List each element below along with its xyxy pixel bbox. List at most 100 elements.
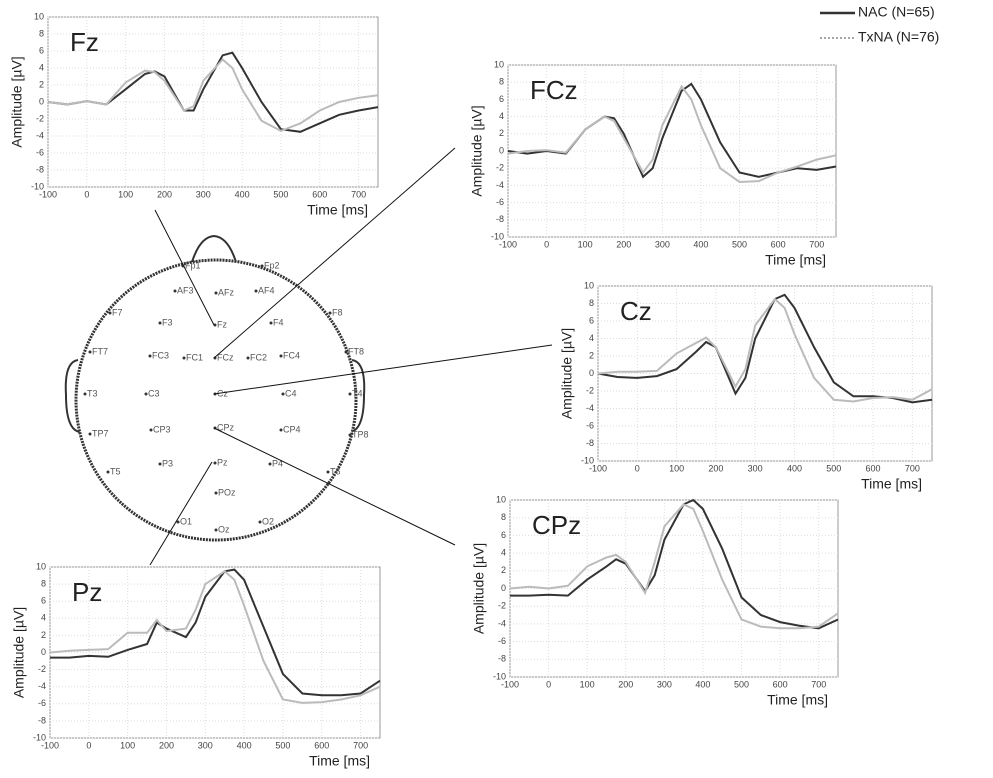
electrode-label: FT8: [348, 346, 364, 356]
y-tick-label: -2: [498, 601, 506, 611]
electrode-dot: [213, 461, 217, 465]
electrode-dot: [182, 356, 186, 360]
series-line: [47, 58, 379, 132]
electrode-label: Cz: [217, 388, 228, 398]
y-tick-label: -6: [586, 420, 594, 430]
x-tick-label: 200: [157, 189, 172, 199]
electrode-label: AF4: [258, 285, 275, 295]
electrode-label: O2: [262, 516, 274, 526]
y-tick-label: -10: [491, 231, 504, 241]
y-axis-label: Amplitude [µV]: [471, 543, 487, 634]
x-tick-label: 400: [235, 189, 250, 199]
electrode-label: CP3: [153, 424, 171, 434]
electrode-dot: [158, 462, 162, 466]
y-tick-label: -4: [36, 130, 44, 140]
electrode-dot: [88, 350, 92, 354]
y-tick-label: 0: [499, 145, 504, 155]
series-line: [509, 503, 839, 630]
y-tick-label: -2: [38, 664, 46, 674]
y-tick-label: -8: [586, 438, 594, 448]
y-tick-label: 10: [584, 280, 594, 290]
plot-area: [597, 285, 933, 462]
y-tick-label: 10: [494, 59, 504, 69]
electrode-dot: [148, 354, 152, 358]
x-tick-label: 700: [811, 679, 826, 689]
y-tick-label: -6: [38, 698, 46, 708]
electrode-dot: [348, 433, 352, 437]
scalp: [74, 258, 358, 542]
y-tick-label: -6: [36, 147, 44, 157]
electrode-label: O1: [180, 516, 192, 526]
x-tick-label: 400: [693, 239, 708, 249]
x-axis-label: Time [ms]: [861, 476, 922, 492]
x-tick-label: 0: [635, 463, 640, 473]
electrode-label: FC3: [152, 350, 169, 360]
y-tick-label: 10: [496, 494, 506, 504]
y-tick-label: 6: [39, 45, 44, 55]
y-tick-label: -10: [33, 732, 46, 742]
electrode-label: C4: [285, 388, 297, 398]
electrode-dot: [213, 323, 217, 327]
x-tick-label: 100: [669, 463, 684, 473]
y-tick-label: 6: [499, 94, 504, 104]
electrode-dot: [214, 491, 218, 495]
electrode-label: C3: [148, 388, 160, 398]
electrode-dot: [279, 354, 283, 358]
x-tick-label: 0: [546, 679, 551, 689]
y-tick-label: -4: [586, 403, 594, 413]
chart-title: CPz: [532, 510, 581, 540]
electrode-dot: [344, 350, 348, 354]
x-tick-label: 100: [118, 189, 133, 199]
electrode-label: AF3: [177, 285, 194, 295]
x-axis-label: Time [ms]: [765, 252, 826, 268]
y-tick-label: 4: [589, 333, 594, 343]
y-tick-label: -2: [36, 113, 44, 123]
x-tick-label: 600: [866, 463, 881, 473]
series-line: [597, 297, 933, 403]
series-line: [49, 570, 381, 704]
legend-label: NAC (N=65): [858, 4, 935, 20]
electrode-dot: [149, 428, 153, 432]
y-tick-label: 6: [589, 315, 594, 325]
x-tick-label: 600: [314, 740, 329, 750]
electrode-label: POz: [218, 487, 236, 497]
electrode-dot: [348, 392, 352, 396]
y-tick-label: 0: [41, 647, 46, 657]
electrode-dot: [144, 392, 148, 396]
x-tick-label: -100: [499, 239, 517, 249]
connector: [213, 427, 456, 546]
electrode-dot: [158, 321, 162, 325]
x-tick-label: 700: [905, 463, 920, 473]
x-tick-label: 500: [826, 463, 841, 473]
y-tick-label: 8: [39, 28, 44, 38]
electrode-label: FT7: [92, 346, 108, 356]
electrode-dot: [328, 311, 332, 315]
x-tick-label: 400: [787, 463, 802, 473]
electrode-label: T4: [352, 388, 363, 398]
y-tick-label: 4: [39, 62, 44, 72]
x-tick-label: 500: [273, 189, 288, 199]
y-tick-label: -10: [493, 671, 506, 681]
x-tick-label: 500: [275, 740, 290, 750]
connector: [149, 461, 213, 566]
x-tick-label: -100: [501, 679, 519, 689]
y-tick-label: 2: [499, 128, 504, 138]
chart-title: FCz: [530, 75, 578, 105]
electrode-label: FC4: [283, 350, 300, 360]
y-tick-label: 4: [499, 111, 504, 121]
electrode-dot: [326, 470, 330, 474]
chart: -10 -8 -6 -4 -2 0 2 4 6 8 10 -100 0 100 200 300 400 500 60…: [9, 11, 379, 218]
y-tick-label: -8: [498, 654, 506, 664]
y-tick-label: -8: [36, 164, 44, 174]
chart-title: Cz: [620, 296, 652, 326]
y-tick-label: 10: [36, 561, 46, 571]
y-tick-label: 8: [501, 512, 506, 522]
electrode-dot: [173, 289, 177, 293]
left-ear: [64, 359, 81, 433]
electrode-dot: [279, 428, 283, 432]
connector: [213, 147, 456, 359]
y-tick-label: 8: [499, 77, 504, 87]
chart-title: Fz: [70, 27, 99, 57]
y-tick-label: -10: [31, 181, 44, 191]
electrode-dot: [88, 432, 92, 436]
